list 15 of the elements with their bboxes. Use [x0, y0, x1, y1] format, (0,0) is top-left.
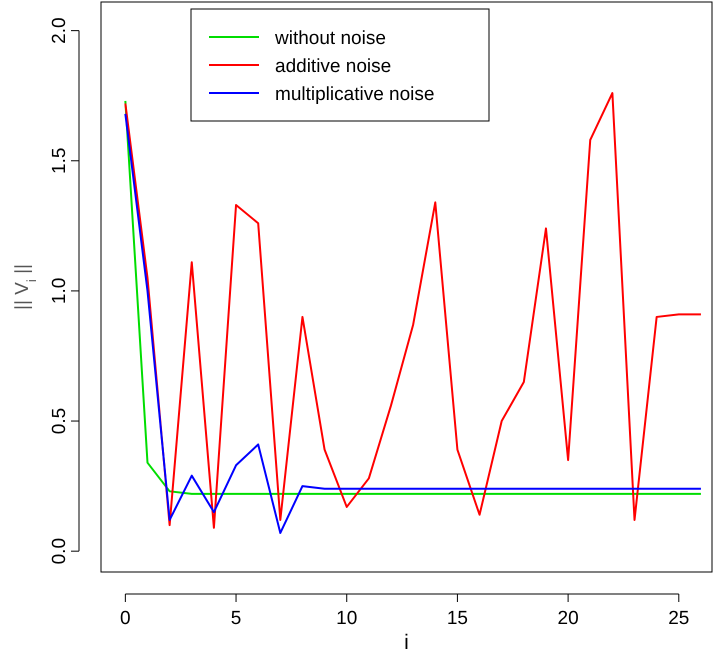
legend-label: multiplicative noise	[275, 84, 434, 105]
y-tick-label: 2.0	[49, 17, 70, 44]
x-tick-label: 20	[558, 608, 579, 629]
legend-label: without noise	[274, 28, 386, 49]
y-tick-label: 0.0	[49, 538, 70, 564]
y-tick-label: 0.5	[49, 408, 70, 434]
y-tick-label: 1.5	[49, 148, 70, 174]
x-tick-label: 15	[446, 608, 468, 629]
x-axis-title: i	[404, 631, 409, 654]
y-tick-label: 1.0	[49, 278, 70, 304]
x-tick-label: 5	[230, 608, 242, 629]
x-tick-label: 10	[336, 608, 358, 629]
x-tick-label: 0	[120, 608, 131, 629]
x-tick-label: 25	[668, 608, 690, 629]
legend-label: additive noise	[275, 56, 392, 77]
